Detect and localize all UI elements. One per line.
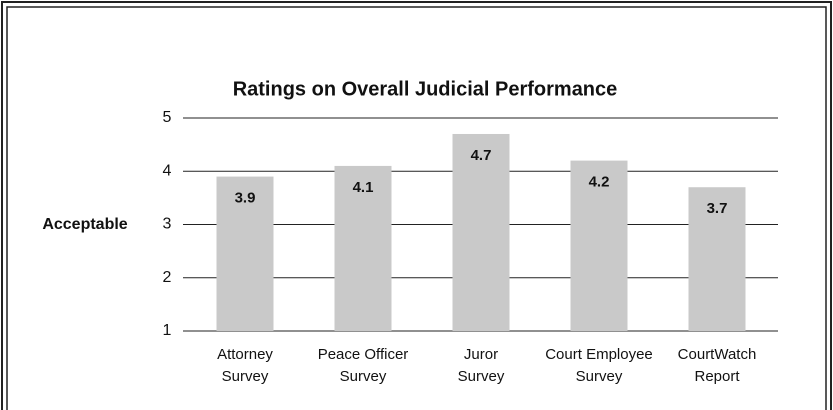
bar [452, 133, 510, 331]
y-tick-label: 2 [163, 269, 172, 286]
y-tick-label: 3 [163, 216, 172, 233]
x-tick-label: CourtWatch [678, 346, 757, 363]
x-tick-label: Survey [222, 368, 269, 385]
value-label: 4.7 [471, 147, 492, 164]
x-tick-label: Survey [576, 368, 623, 385]
x-tick-label: Survey [340, 368, 387, 385]
x-tick-label: Peace Officer [318, 346, 409, 363]
bar [216, 176, 274, 331]
value-label: 3.7 [707, 200, 728, 217]
y-tick-label: 5 [163, 109, 172, 126]
x-tick-label: Attorney [217, 346, 273, 363]
y-tick-label: 4 [163, 162, 172, 179]
x-tick-label: Survey [458, 368, 505, 385]
y-annotation: Acceptable [42, 216, 127, 233]
x-tick-label: Juror [464, 346, 498, 363]
frame-inner [6, 6, 827, 410]
chart-title: Ratings on Overall Judicial Performance [233, 78, 618, 100]
value-label: 3.9 [235, 190, 256, 207]
bar [688, 187, 746, 331]
y-tick-label: 1 [163, 322, 172, 339]
value-label: 4.1 [353, 179, 374, 196]
bar [570, 160, 628, 331]
x-tick-label: Report [694, 368, 740, 385]
x-tick-label: Court Employee [545, 346, 653, 363]
value-label: 4.2 [589, 174, 610, 191]
bar [334, 165, 392, 331]
